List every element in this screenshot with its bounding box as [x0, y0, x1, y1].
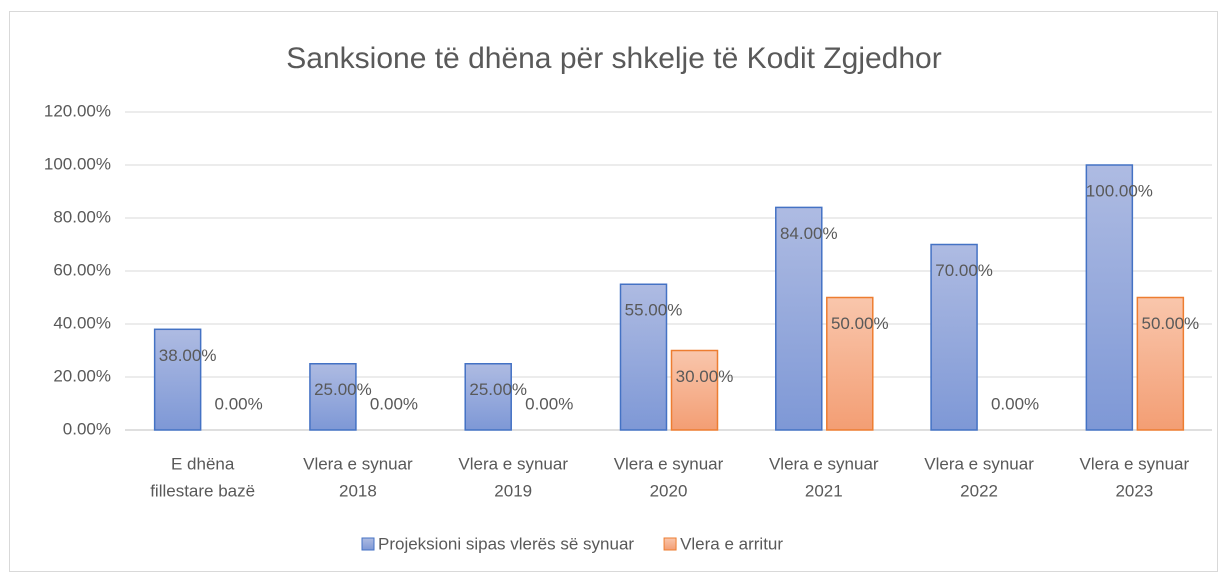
- legend-label: Projeksioni sipas vlerës së synuar: [378, 534, 634, 553]
- y-tick-label: 60.00%: [53, 260, 111, 279]
- x-tick-label: 2020: [650, 481, 688, 500]
- x-tick-label: 2018: [339, 481, 377, 500]
- x-tick-label: Vlera e synuar: [769, 454, 879, 473]
- bar: [930, 243, 978, 431]
- legend-swatch: [361, 537, 375, 551]
- bar: [619, 283, 668, 431]
- value-label: 0.00%: [991, 394, 1039, 413]
- chart-title: Sanksione të dhëna për shkelje të Kodit …: [286, 42, 941, 75]
- bar: [1136, 296, 1185, 431]
- x-tick-label: Vlera e synuar: [458, 454, 568, 473]
- chart-border: [9, 11, 1218, 572]
- value-label: 30.00%: [676, 367, 734, 386]
- value-label: 50.00%: [1142, 314, 1200, 333]
- x-tick-label: Vlera e synuar: [614, 454, 724, 473]
- x-tick-label: 2022: [960, 481, 998, 500]
- legend-label: Vlera e arritur: [680, 534, 783, 553]
- value-label: 0.00%: [525, 394, 573, 413]
- bar: [775, 206, 823, 431]
- y-tick-label: 40.00%: [53, 313, 111, 332]
- y-tick-label: 100.00%: [44, 154, 111, 173]
- y-tick-label: 120.00%: [44, 101, 111, 120]
- value-label: 70.00%: [935, 261, 993, 280]
- value-label: 38.00%: [159, 346, 217, 365]
- bar: [464, 363, 512, 431]
- bar: [670, 349, 719, 431]
- y-tick-label: 0.00%: [63, 419, 111, 438]
- x-tick-label: 2021: [805, 481, 843, 500]
- x-tick-label: fillestare bazë: [150, 481, 255, 500]
- legend-swatch: [663, 537, 677, 551]
- x-tick-label: Vlera e synuar: [1080, 454, 1190, 473]
- x-tick-label: 2023: [1115, 481, 1153, 500]
- y-tick-label: 80.00%: [53, 207, 111, 226]
- bar: [153, 328, 202, 431]
- value-label: 84.00%: [780, 224, 838, 243]
- value-label: 50.00%: [831, 314, 889, 333]
- x-tick-label: Vlera e synuar: [303, 454, 413, 473]
- x-tick-label: Vlera e synuar: [924, 454, 1034, 473]
- value-label: 25.00%: [469, 380, 527, 399]
- y-tick-label: 20.00%: [53, 366, 111, 385]
- x-tick-label: 2019: [494, 481, 532, 500]
- value-label: 100.00%: [1086, 181, 1153, 200]
- bar: [826, 296, 874, 431]
- value-label: 0.00%: [370, 394, 418, 413]
- value-label: 25.00%: [314, 380, 372, 399]
- bar: [1085, 164, 1134, 431]
- value-label: 55.00%: [625, 301, 683, 320]
- x-tick-label: E dhëna: [171, 454, 235, 473]
- bar: [309, 363, 357, 431]
- value-label: 0.00%: [215, 394, 263, 413]
